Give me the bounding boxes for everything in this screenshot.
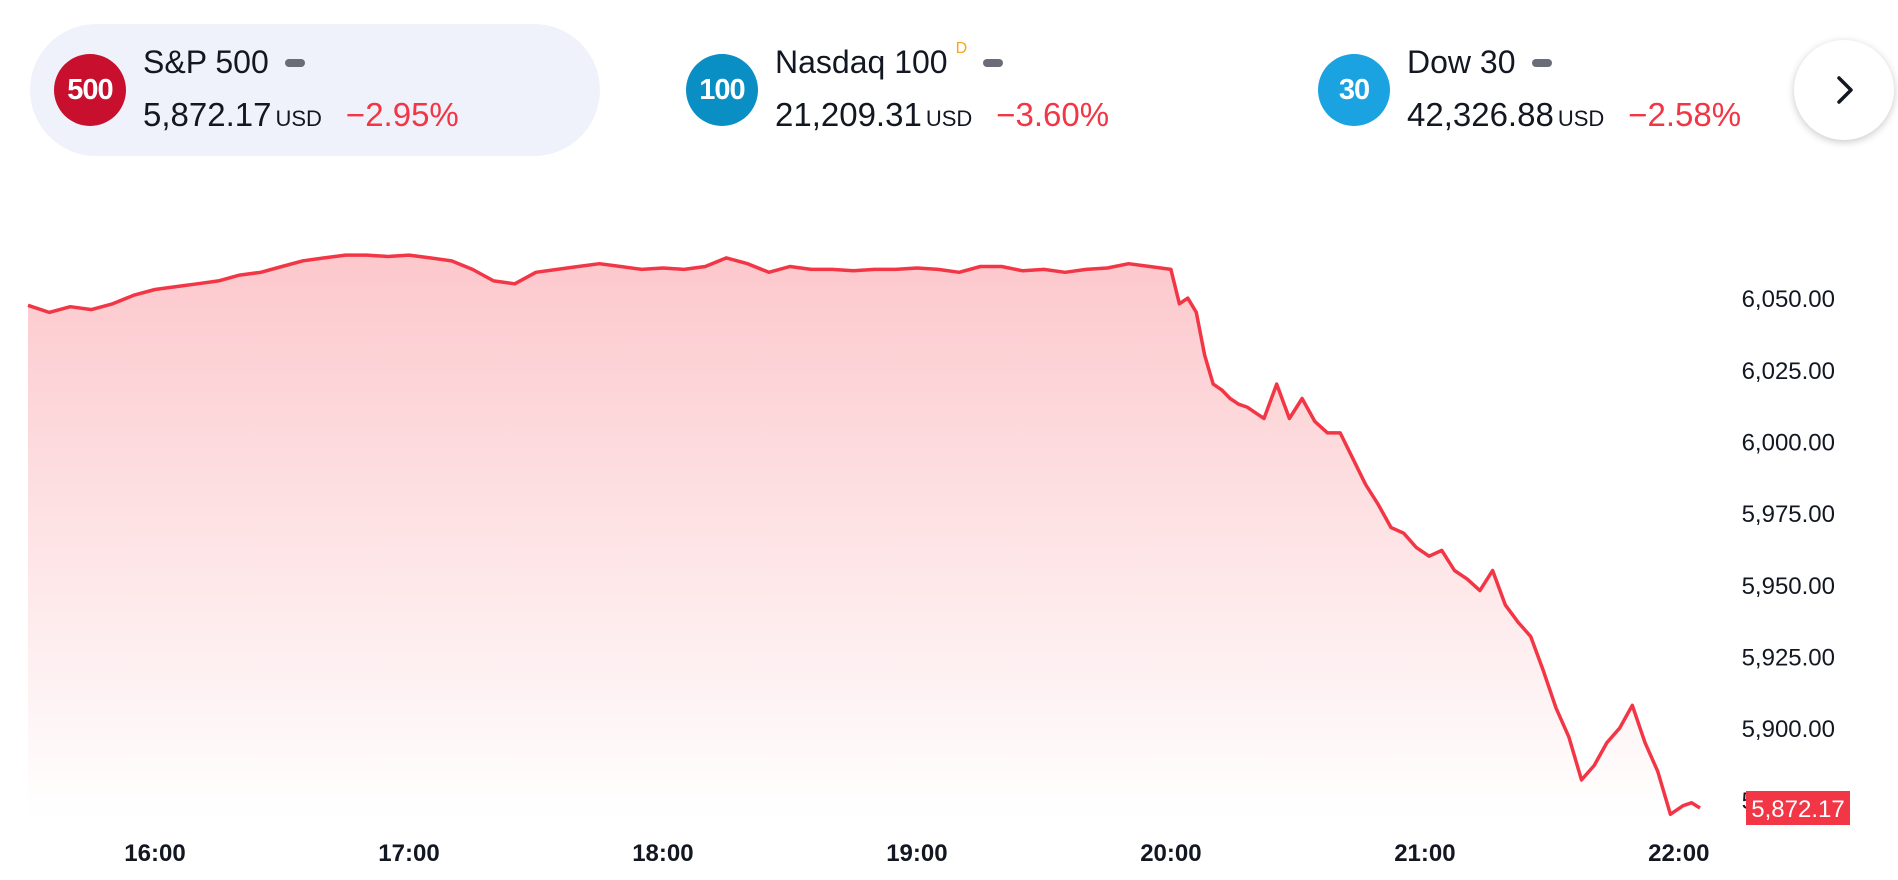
ticker-name: Dow 30 bbox=[1407, 44, 1516, 80]
price-area-fill bbox=[28, 255, 1700, 821]
dash-icon bbox=[284, 58, 305, 67]
y-tick-label: 6,050.00 bbox=[1742, 286, 1835, 313]
x-tick-label: 20:00 bbox=[1140, 840, 1201, 867]
delayed-mark: D bbox=[955, 40, 968, 57]
ticker-price: 21,209.31 bbox=[775, 96, 922, 133]
ticker-change: −3.60% bbox=[996, 96, 1110, 133]
y-tick-label: 5,950.00 bbox=[1742, 573, 1835, 600]
x-tick-label: 16:00 bbox=[124, 840, 185, 867]
chevron-right-icon bbox=[1837, 76, 1853, 104]
ticker-currency: USD bbox=[1557, 106, 1605, 131]
ticker-price: 42,326.88 bbox=[1407, 96, 1554, 133]
ticker-sp500[interactable]: 500 S&P 500 5,872.17 USD −2.95% bbox=[30, 24, 600, 156]
ticker-currency: USD bbox=[275, 106, 322, 131]
price-line bbox=[27, 253, 1701, 817]
dash-icon bbox=[1531, 58, 1552, 67]
y-tick-label: 5,925.00 bbox=[1742, 645, 1835, 672]
y-tick-label: 5,975.00 bbox=[1742, 501, 1835, 528]
ticker-name: Nasdaq 100 bbox=[775, 44, 948, 80]
y-tick-label: 6,000.00 bbox=[1742, 430, 1835, 457]
next-tickers-button[interactable] bbox=[1794, 40, 1894, 140]
nasdaq100-badge-icon: 100 bbox=[686, 54, 758, 126]
dash-icon bbox=[983, 58, 1004, 67]
ticker-name: S&P 500 bbox=[143, 44, 269, 80]
ticker-price: 5,872.17 bbox=[143, 96, 272, 133]
y-tick-label: 6,025.00 bbox=[1742, 358, 1835, 385]
ticker-nasdaq100[interactable]: 100 Nasdaq 100 D 21,209.31 USD −3.60% bbox=[660, 24, 1180, 156]
ticker-dow30[interactable]: 30 Dow 30 42,326.88 USD −2.58% bbox=[1292, 24, 1792, 156]
dow30-badge-icon: 30 bbox=[1318, 54, 1390, 126]
x-tick-label: 17:00 bbox=[378, 840, 439, 867]
y-tick-label: 5,900.00 bbox=[1742, 716, 1835, 743]
last-value-label: 5,872.17 bbox=[1751, 796, 1844, 823]
sp500-badge-icon: 500 bbox=[54, 54, 126, 126]
ticker-change: −2.58% bbox=[1628, 96, 1742, 133]
x-tick-label: 21:00 bbox=[1394, 840, 1455, 867]
ticker-change: −2.95% bbox=[345, 96, 459, 133]
x-tick-label: 18:00 bbox=[632, 840, 693, 867]
last-value-badge bbox=[1746, 791, 1850, 825]
ticker-strip: 500 S&P 500 5,872.17 USD −2.95% 100 Nasdaq… bbox=[0, 0, 1898, 170]
ticker-currency: USD bbox=[925, 106, 973, 131]
x-tick-label: 19:00 bbox=[886, 840, 947, 867]
x-tick-label: 22:00 bbox=[1648, 840, 1709, 867]
